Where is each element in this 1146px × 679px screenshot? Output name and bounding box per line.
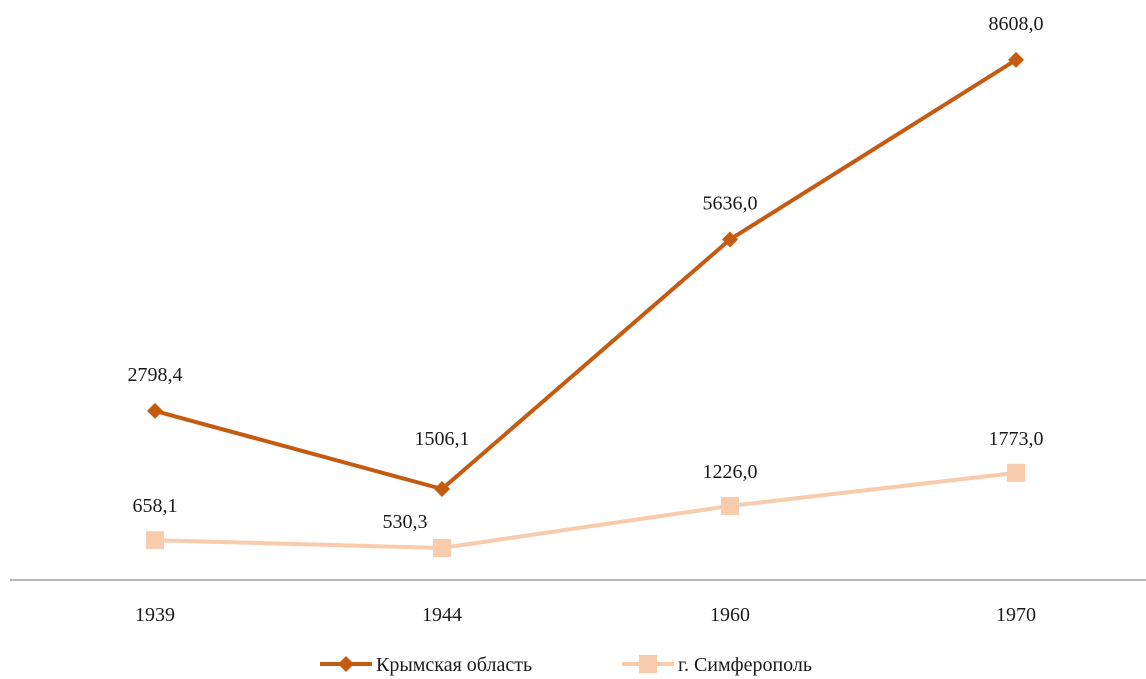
series-1-point-1960: [722, 231, 738, 248]
x-tick-label-1960: 1960: [710, 604, 750, 626]
series-2-point-1960: [721, 496, 739, 515]
data-label-series-2-1939: 658,1: [133, 495, 178, 517]
series-1-point-1944: [434, 481, 450, 498]
series-1-point-1939: [147, 402, 163, 419]
series-2-point-1939: [146, 531, 164, 550]
x-tick-label-1939: 1939: [135, 604, 175, 626]
data-label-series-1-1970: 8608,0: [989, 13, 1044, 35]
data-label-series-1-1939: 2798,4: [128, 364, 183, 386]
series-line-2: [153, 470, 1018, 550]
legend-label-1: Крымская область: [376, 654, 532, 676]
data-label-series-2-1944: 530,3: [383, 511, 428, 533]
series-2-point-1970: [1007, 463, 1025, 482]
series-line-1: [153, 57, 1018, 492]
legend-marker-1: [338, 656, 354, 672]
legend-label-2: г. Симферополь: [678, 654, 812, 676]
legend-marker-2: [639, 655, 657, 673]
data-label-series-2-1960: 1226,0: [703, 461, 758, 483]
legend-item-1: Крымская область: [320, 654, 532, 676]
data-label-series-2-1970: 1773,0: [989, 428, 1044, 450]
series-1-point-1970: [1008, 51, 1024, 68]
series-2-point-1944: [433, 538, 451, 557]
legend-item-2: г. Симферополь: [622, 654, 812, 676]
x-tick-label-1970: 1970: [996, 604, 1036, 626]
data-label-series-1-1960: 5636,0: [703, 192, 758, 214]
data-label-series-1-1944: 1506,1: [415, 428, 470, 450]
x-tick-label-1944: 1944: [422, 604, 462, 626]
